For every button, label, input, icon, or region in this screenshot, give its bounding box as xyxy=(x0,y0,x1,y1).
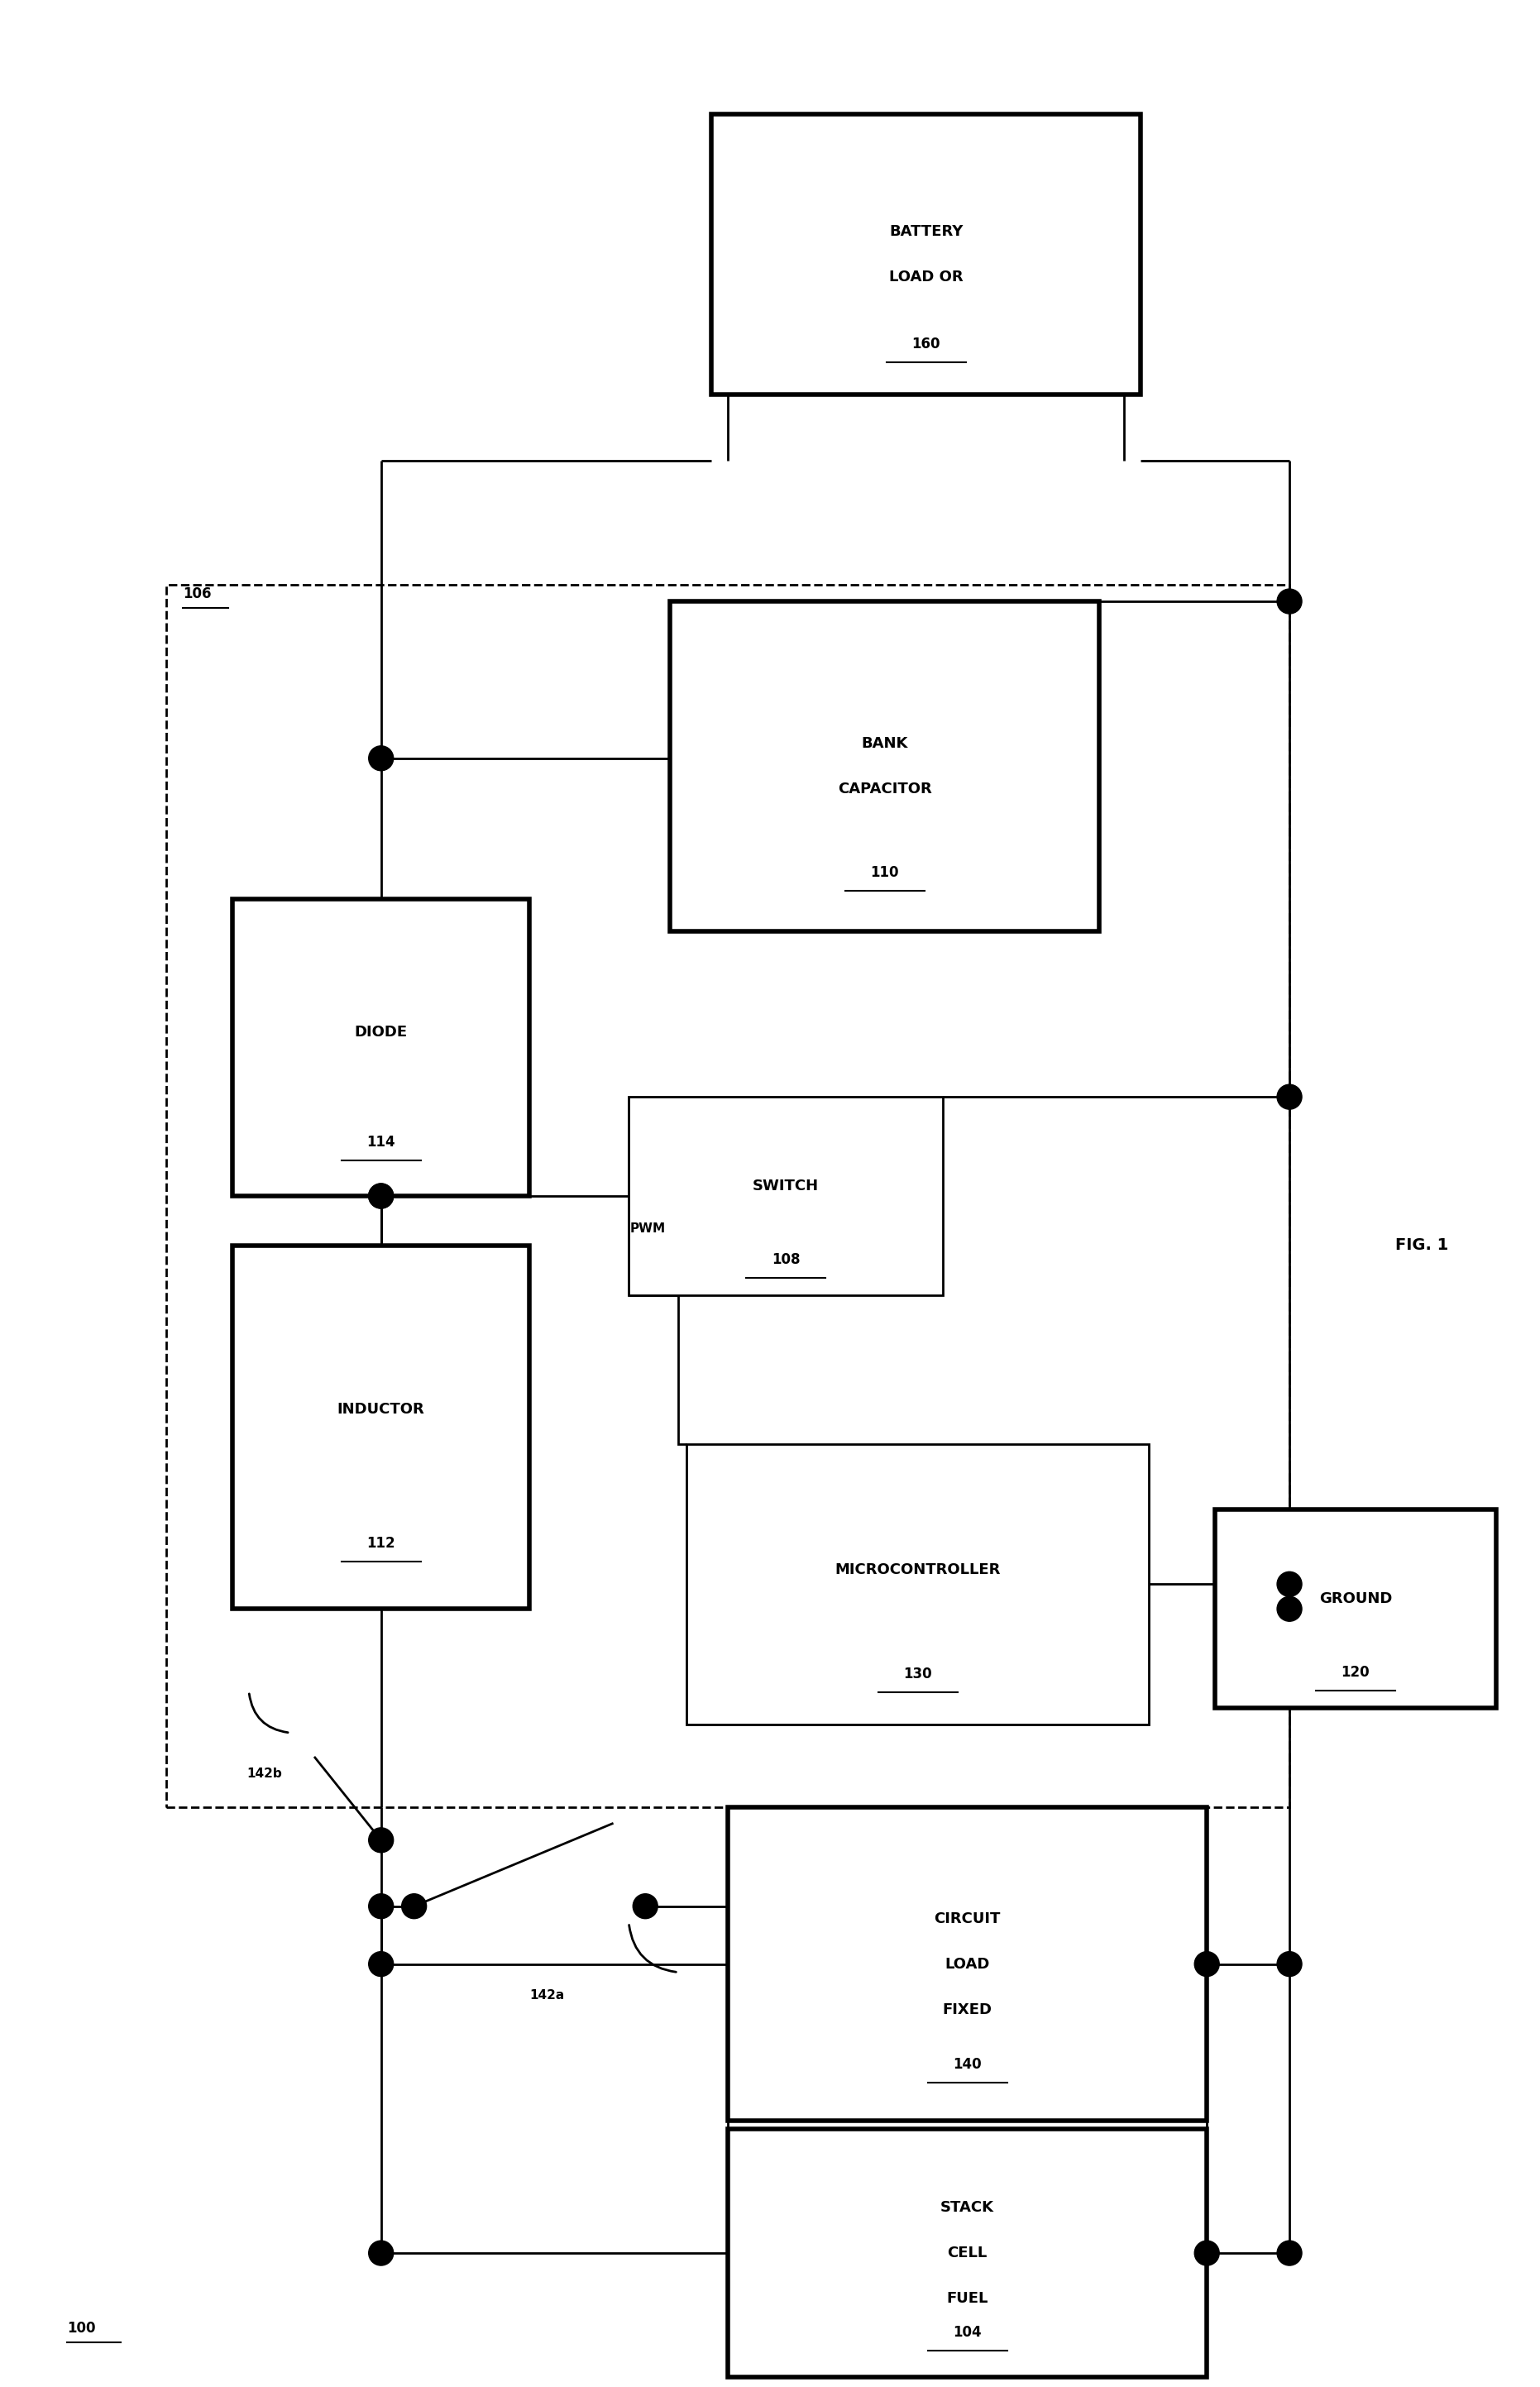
Circle shape xyxy=(368,1828,393,1852)
Text: CIRCUIT: CIRCUIT xyxy=(935,1912,1001,1926)
Circle shape xyxy=(368,1184,393,1208)
Text: 114: 114 xyxy=(367,1134,396,1151)
Text: SWITCH: SWITCH xyxy=(753,1179,819,1194)
Text: 100: 100 xyxy=(68,2320,95,2334)
Text: INDUCTOR: INDUCTOR xyxy=(337,1401,425,1415)
Text: STACK: STACK xyxy=(941,2201,995,2215)
Circle shape xyxy=(368,1893,393,1919)
Bar xyxy=(1215,1511,1495,1709)
Circle shape xyxy=(402,1893,427,1919)
Bar xyxy=(687,1444,1149,1723)
Circle shape xyxy=(1195,1953,1220,1976)
Text: 106: 106 xyxy=(183,587,211,602)
Circle shape xyxy=(368,1184,393,1208)
Circle shape xyxy=(368,745,393,771)
Circle shape xyxy=(1195,2241,1220,2265)
Text: FIXED: FIXED xyxy=(942,2003,992,2017)
Circle shape xyxy=(1277,1571,1301,1597)
Bar xyxy=(233,898,530,1196)
Text: PWM: PWM xyxy=(630,1222,665,1234)
Text: 104: 104 xyxy=(953,2325,981,2339)
Bar xyxy=(728,1807,1207,2122)
Text: LOAD: LOAD xyxy=(946,1957,990,1972)
Text: FIG. 1: FIG. 1 xyxy=(1395,1239,1448,1253)
Circle shape xyxy=(1277,1084,1301,1110)
Circle shape xyxy=(1277,590,1301,613)
Circle shape xyxy=(633,1893,658,1919)
Text: 142b: 142b xyxy=(246,1769,282,1781)
Text: BATTERY: BATTERY xyxy=(889,224,962,239)
Text: 112: 112 xyxy=(367,1537,396,1552)
Circle shape xyxy=(1277,1953,1301,1976)
Text: 110: 110 xyxy=(870,864,899,881)
Text: 130: 130 xyxy=(904,1666,932,1680)
Text: FUEL: FUEL xyxy=(947,2292,989,2306)
Circle shape xyxy=(1277,2241,1301,2265)
Text: MICROCONTROLLER: MICROCONTROLLER xyxy=(835,1563,1001,1578)
Bar xyxy=(728,2129,1207,2377)
Bar xyxy=(628,1098,942,1296)
Bar xyxy=(711,115,1141,394)
Circle shape xyxy=(368,1953,393,1976)
Bar xyxy=(166,585,1289,1807)
Text: DIODE: DIODE xyxy=(354,1024,408,1041)
Text: LOAD OR: LOAD OR xyxy=(889,270,962,284)
Text: 160: 160 xyxy=(912,337,941,351)
Text: BANK: BANK xyxy=(861,735,909,752)
Text: CELL: CELL xyxy=(947,2246,987,2260)
Text: GROUND: GROUND xyxy=(1318,1592,1392,1606)
Text: 108: 108 xyxy=(772,1251,799,1267)
Text: 120: 120 xyxy=(1341,1664,1371,1680)
Circle shape xyxy=(1277,1597,1301,1621)
Circle shape xyxy=(368,2241,393,2265)
Text: CAPACITOR: CAPACITOR xyxy=(838,783,932,797)
Bar xyxy=(233,1246,530,1609)
Text: 140: 140 xyxy=(953,2058,981,2072)
Bar xyxy=(670,602,1100,931)
Text: 142a: 142a xyxy=(530,1988,565,2000)
